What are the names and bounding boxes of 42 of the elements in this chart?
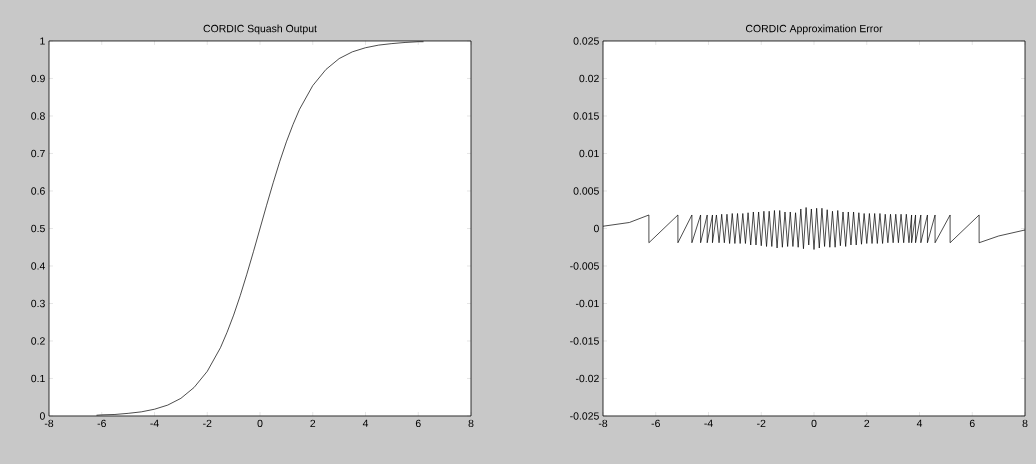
y-tick-label: 0.9 (31, 74, 45, 83)
y-tick-label: 0.005 (573, 187, 599, 195)
y-tick-label: -0.005 (570, 262, 599, 270)
y-tick-label: 0.5 (31, 224, 45, 233)
x-tick-label: 0 (257, 419, 263, 428)
y-tick-label: -0.02 (575, 374, 599, 383)
x-tick-label: 6 (415, 419, 421, 428)
y-tick-label: 0 (593, 224, 599, 233)
x-tick-label: -2 (757, 419, 766, 427)
x-tick-label: -8 (44, 419, 54, 428)
y-tick-label: 0.7 (31, 149, 45, 158)
chart-title: CORDIC Approximation Error (745, 24, 883, 35)
x-tick-label: 4 (362, 419, 369, 427)
x-tick-label: 8 (1022, 419, 1028, 428)
y-tick-label: 0.2 (31, 337, 45, 345)
y-tick-label: -0.01 (575, 299, 599, 308)
x-tick-label: 0 (811, 419, 817, 428)
x-tick-label: 4 (916, 419, 923, 427)
x-tick-label: 6 (969, 419, 975, 428)
y-tick-label: 0.3 (31, 299, 45, 308)
y-tick-label: 0.01 (579, 149, 599, 158)
x-tick-label: 2 (864, 419, 870, 427)
y-tick-label: 0.6 (31, 187, 45, 195)
y-tick-label: 0.02 (579, 74, 599, 83)
y-tick-label: 0.4 (31, 262, 46, 270)
y-tick-label: 1 (40, 37, 45, 45)
x-tick-label: -6 (97, 419, 106, 428)
x-tick-label: -4 (150, 419, 159, 427)
x-tick-label: 8 (468, 419, 474, 428)
y-tick-label: 0.015 (573, 112, 599, 120)
x-tick-label: 2 (310, 419, 316, 427)
y-tick-label: -0.025 (570, 412, 599, 420)
x-tick-label: -8 (598, 419, 608, 428)
x-tick-label: -2 (203, 419, 212, 427)
x-tick-label: -4 (704, 419, 713, 427)
y-tick-label: 0.025 (573, 37, 599, 45)
y-tick-label: 0.8 (31, 112, 45, 120)
y-tick-label: 0.1 (31, 374, 45, 383)
chart-title: CORDIC Squash Output (203, 24, 317, 35)
y-tick-label: -0.015 (570, 337, 599, 345)
x-tick-label: -6 (651, 419, 660, 428)
y-tick-label: 0 (39, 412, 45, 420)
